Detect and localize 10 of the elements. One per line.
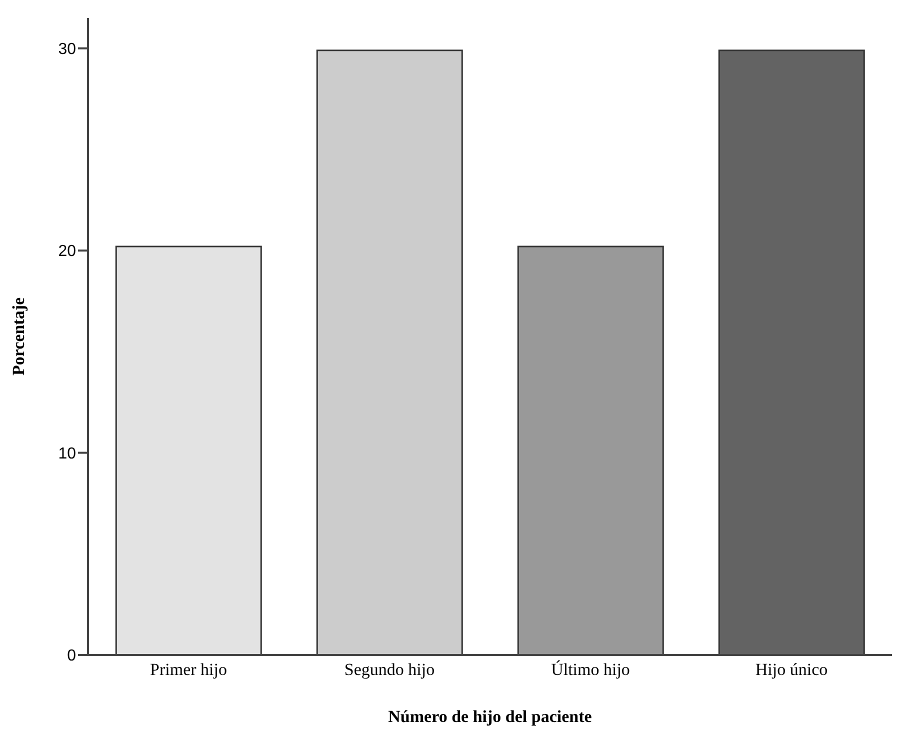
- y-tick-label: 20: [58, 243, 76, 260]
- y-tick-label: 10: [58, 445, 76, 462]
- x-tick-label: Último hijo: [551, 660, 630, 680]
- x-tick-label: Segundo hijo: [344, 660, 435, 680]
- y-tick-label: 0: [67, 648, 76, 665]
- x-axis-title: Número de hijo del paciente: [388, 707, 592, 726]
- y-axis-title: Porcentaje: [9, 297, 28, 376]
- y-tick-label: 30: [58, 41, 76, 58]
- x-tick-label: Hijo único: [755, 660, 828, 680]
- x-tick-label: Primer hijo: [150, 660, 227, 680]
